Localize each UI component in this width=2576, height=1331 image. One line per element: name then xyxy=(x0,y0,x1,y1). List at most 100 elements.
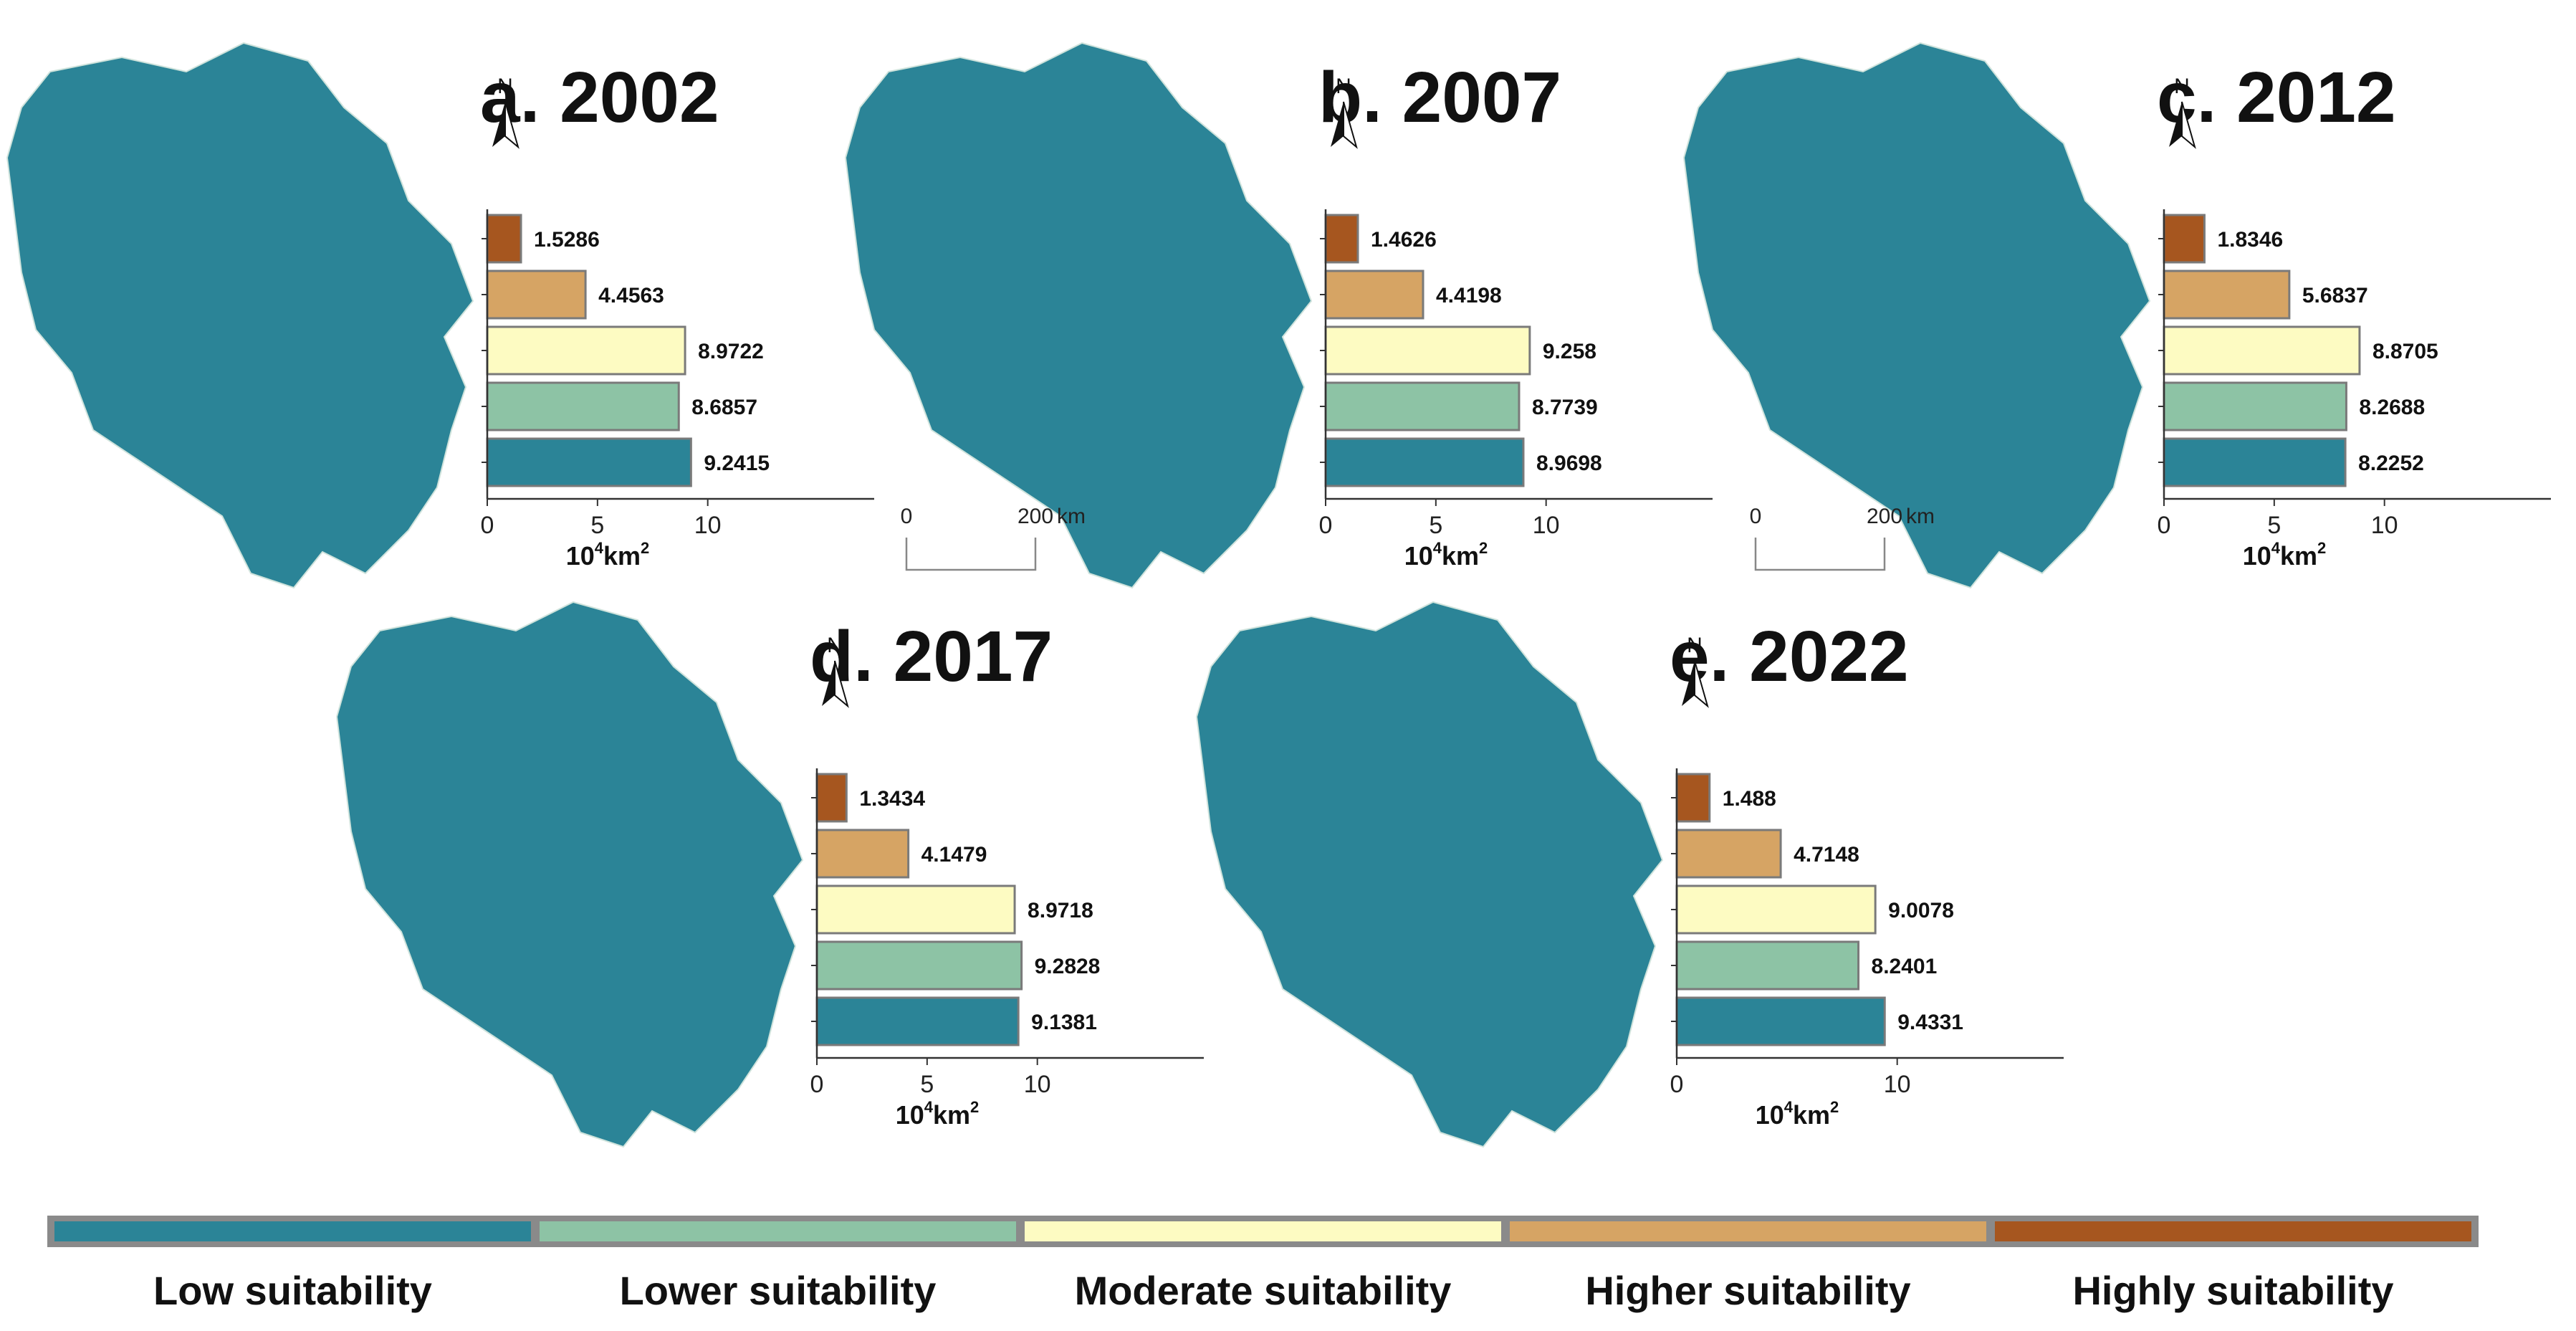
bar-1 xyxy=(1324,214,1359,264)
bar-value-label: 4.7148 xyxy=(1794,843,1859,867)
bar-value-label: 9.0078 xyxy=(1888,899,1954,922)
legend: Low suitability Lower suitability Moderate… xyxy=(47,1216,2479,1313)
x-tick-label: 10 xyxy=(2371,512,2398,539)
bar-5 xyxy=(815,996,1020,1046)
legend-swatch xyxy=(1510,1221,1986,1241)
north-arrow-icon xyxy=(2169,102,2182,147)
scale-bar-right: 0 200 km xyxy=(1750,505,1935,571)
north-arrow: N xyxy=(492,75,519,149)
x-tick-label: 10 xyxy=(1884,1071,1911,1098)
north-arrow: N xyxy=(822,634,849,708)
north-arrow: N xyxy=(1682,634,1709,708)
chart-title: a. 2002 xyxy=(480,57,719,138)
suitability-map xyxy=(6,42,474,588)
bar-value-label: 9.2828 xyxy=(1035,955,1101,978)
north-arrow-icon xyxy=(1331,102,1344,147)
bar-3 xyxy=(815,884,1016,935)
bar-value-label: 1.5286 xyxy=(534,228,600,252)
bar-5 xyxy=(2163,437,2347,487)
north-label: N xyxy=(2174,75,2190,98)
north-arrow: N xyxy=(2169,75,2196,149)
bar-3 xyxy=(1324,325,1531,376)
bar-value-label: 9.1381 xyxy=(1031,1011,1097,1034)
bar-1 xyxy=(486,214,522,264)
bar-3 xyxy=(1675,884,1877,935)
bar-value-label: 1.8346 xyxy=(2217,228,2283,252)
north-label: N xyxy=(1687,634,1703,657)
north-arrow-icon xyxy=(1682,661,1695,706)
bar-value-label: 8.9698 xyxy=(1536,452,1602,475)
north-arrow-icon xyxy=(492,102,505,147)
x-tick-label: 0 xyxy=(481,512,494,539)
bar-3 xyxy=(2163,325,2361,376)
bar-value-label: 8.2688 xyxy=(2359,396,2425,419)
bar-value-label: 8.9718 xyxy=(1028,899,1093,922)
scale-end-label: 200 xyxy=(1018,505,1053,528)
bar-value-label: 8.8705 xyxy=(2372,340,2438,363)
bar-value-label: 8.2401 xyxy=(1872,955,1938,978)
scale-end-label: 200 xyxy=(1867,505,1902,528)
bar-value-label: 1.4626 xyxy=(1371,228,1437,252)
bar-value-label: 9.4331 xyxy=(1897,1011,1963,1034)
scale-bar-line xyxy=(905,538,1037,571)
scale-bar-line xyxy=(1754,538,1886,571)
chart-title: b. 2007 xyxy=(1318,57,1561,138)
north-label: N xyxy=(1336,75,1351,98)
bar-value-label: 1.3434 xyxy=(859,787,925,811)
chart-title: d. 2017 xyxy=(810,616,1053,697)
north-arrow: N xyxy=(1331,75,1358,149)
x-axis-label: 104km2 xyxy=(1404,539,1488,571)
bar-5 xyxy=(1324,437,1525,487)
x-axis-label: 104km2 xyxy=(896,1098,980,1130)
legend-swatch xyxy=(1995,1221,2471,1241)
scale-bar-left: 0 200 km xyxy=(901,505,1086,571)
bar-value-label: 8.6857 xyxy=(691,396,757,419)
legend-label: Moderate suitability xyxy=(1075,1268,1452,1313)
x-tick-label: 0 xyxy=(1319,512,1333,539)
bar-value-label: 1.488 xyxy=(1723,787,1776,811)
bar-2 xyxy=(1324,269,1425,320)
bar-2 xyxy=(815,829,910,879)
suitability-map xyxy=(336,601,803,1148)
bar-2 xyxy=(486,269,587,320)
bar-value-label: 8.2252 xyxy=(2358,452,2424,475)
bar-1 xyxy=(815,773,848,823)
bar-3 xyxy=(486,325,686,376)
bar-4 xyxy=(1324,381,1521,431)
bar-value-label: 9.2415 xyxy=(704,452,770,475)
suitability-map xyxy=(1196,601,1663,1148)
bar-value-label: 4.1479 xyxy=(921,843,987,867)
bar-value-label: 4.4198 xyxy=(1436,284,1502,307)
bar-value-label: 8.7739 xyxy=(1532,396,1598,419)
scale-unit-label: km xyxy=(1057,505,1086,528)
x-axis-label: 104km2 xyxy=(2243,539,2327,571)
x-tick-label: 0 xyxy=(810,1071,824,1098)
bar-4 xyxy=(1675,940,1860,991)
x-tick-label: 5 xyxy=(1429,512,1442,539)
bar-value-label: 5.6837 xyxy=(2302,284,2368,307)
north-label: N xyxy=(497,75,513,98)
legend-label: Lower suitability xyxy=(620,1268,937,1313)
panel-2022: e. 2022 1.488 4.7148 9.0078 8.2401 9.4331 0 10 1… xyxy=(1196,601,2064,1148)
bar-1 xyxy=(1675,773,1711,823)
x-tick-label: 0 xyxy=(1670,1071,1684,1098)
bar-2 xyxy=(2163,269,2291,320)
legend-label: Higher suitability xyxy=(1585,1268,1910,1313)
bar-4 xyxy=(815,940,1023,991)
legend-swatch xyxy=(54,1221,531,1241)
scale-start-label: 0 xyxy=(901,505,913,528)
x-tick-label: 0 xyxy=(2158,512,2171,539)
scale-unit-label: km xyxy=(1906,505,1935,528)
bar-1 xyxy=(2163,214,2206,264)
chart-title: e. 2022 xyxy=(1670,616,1909,697)
legend-label: Low suitability xyxy=(153,1268,432,1313)
north-arrow-icon xyxy=(822,661,835,706)
